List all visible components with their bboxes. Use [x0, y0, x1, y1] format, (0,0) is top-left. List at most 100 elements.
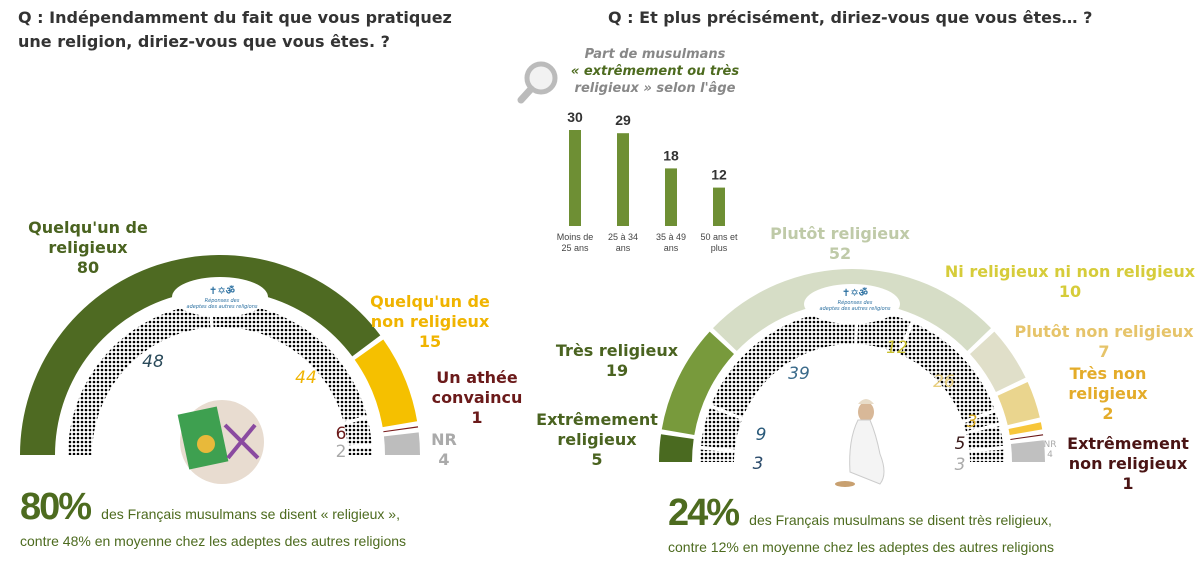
label-text: Plutôt religieux [770, 224, 910, 243]
label-text: Très religieux [555, 341, 679, 360]
label-text: non religieux [1068, 454, 1188, 473]
title-line: religieux » selon l'âge [574, 81, 736, 96]
label-extr-religieux: Extrêmement religieux 5 [536, 410, 658, 470]
bar-category-label: plus [711, 243, 728, 253]
bar-value-label: 12 [711, 167, 727, 183]
inner-value-nr: 3 [954, 455, 966, 475]
summary-percent: 24% [668, 492, 740, 534]
label-value: 2 [1102, 404, 1114, 423]
gauge-segment [659, 434, 694, 462]
bar [569, 130, 581, 226]
bar [665, 168, 677, 226]
question-line: une religion, diriez-vous que vous êtes.… [18, 32, 390, 51]
label-text: NR [1043, 440, 1057, 450]
bar-category-label: ans [664, 243, 679, 253]
label-religieux: Quelqu'un de religieux 80 [28, 218, 148, 278]
label-text: Quelqu'un de [28, 218, 148, 237]
summary-line: contre 12% en moyenne chez les adeptes d… [668, 539, 1055, 555]
summary-percent: 80% [20, 486, 92, 528]
gauge-segment [966, 426, 1004, 450]
inner-value-plutot-non: 26 [933, 372, 955, 392]
gauge-segment [354, 339, 418, 428]
label-value: 7 [1098, 342, 1110, 361]
magnifier-icon [517, 61, 558, 104]
inner-value-ni: 12 [886, 338, 908, 358]
title-line: « extrêmement ou très [570, 64, 740, 79]
label-text: Extrêmement [1067, 434, 1189, 453]
gauge-segment [900, 323, 995, 421]
gauge-segment [963, 412, 999, 432]
label-text: non religieux [370, 312, 490, 331]
label-value: 80 [76, 258, 100, 277]
label-text: Extrêmement [536, 410, 658, 429]
gauge-segment [711, 310, 855, 418]
gauge-segment [700, 407, 742, 450]
bar [617, 133, 629, 226]
label-text: religieux [1068, 384, 1148, 403]
left-question: Q : Indépendamment du fait que vous prat… [18, 6, 452, 54]
inner-value-tres-non: 3 [966, 412, 978, 432]
emblem-background [804, 284, 900, 324]
label-value: 19 [605, 361, 629, 380]
gauge-segment [20, 255, 381, 455]
label-text: Ni religieux ni non religieux [944, 262, 1196, 281]
religion-symbols-icon: ✝✡ॐ [209, 286, 235, 297]
summary-line: des Français musulmans se disent très re… [749, 512, 1052, 528]
right-summary: 24% des Français musulmans se disent trè… [668, 492, 1054, 555]
inner-value-extr-non: 5 [954, 434, 966, 454]
gauge-segment [383, 432, 420, 455]
label-value: 52 [828, 244, 852, 263]
gauge-segment [347, 447, 372, 455]
right-gauge [659, 268, 1045, 462]
label-athee: Un athée convaincu 1 [432, 368, 523, 428]
left-gauge [20, 255, 420, 455]
gauge-segment [68, 303, 211, 455]
inner-value-plutot: 39 [788, 364, 810, 384]
gauge-segment [1010, 440, 1045, 462]
inner-value-religieux: 48 [142, 352, 164, 372]
inner-value-non-religieux: 44 [295, 368, 317, 388]
inner-value-extr: 3 [752, 454, 764, 474]
label-text: religieux [48, 238, 128, 257]
bar-category-label: Moins de [557, 232, 594, 242]
label-text: NR [431, 430, 457, 449]
label-text: Un athée [436, 368, 518, 387]
label-nr: NR 4 [1044, 440, 1057, 460]
summary-line: contre 48% en moyenne chez les adeptes d… [20, 533, 407, 549]
right-emblem: ✝✡ॐ Réponses des adeptes des autres reli… [820, 288, 891, 312]
emblem-text: adeptes des autres religions [186, 304, 258, 310]
emblem-text: adeptes des autres religions [819, 306, 891, 312]
label-value: 1 [471, 408, 483, 427]
bar-value-label: 29 [615, 112, 631, 128]
label-plutot-non-religieux: Plutôt non religieux 7 [1014, 322, 1193, 362]
left-emblem: ✝✡ॐ Réponses des adeptes des autres reli… [187, 286, 258, 310]
gauge-segment [970, 331, 1026, 393]
gauge-segment [1010, 434, 1044, 440]
emblem-text: Réponses des [837, 300, 873, 306]
label-tres-non-religieux: Très non religieux 2 [1068, 364, 1147, 424]
bar-category-label: 35 à 49 [656, 232, 686, 242]
gauge-segment [969, 449, 1004, 462]
label-extr-non-religieux: Extrêmement non religieux 1 [1067, 434, 1189, 494]
label-text: Plutôt non religieux [1014, 322, 1194, 341]
label-text: Très non [1069, 364, 1147, 383]
question-line: Q : Indépendamment du fait que vous prat… [18, 8, 452, 27]
label-text: religieux [557, 430, 637, 449]
bar-chart-title: Part de musulmans « extrêmement ou très … [571, 46, 739, 97]
label-value: 5 [591, 450, 603, 469]
bar [713, 187, 725, 226]
gauge-segment [700, 449, 735, 462]
label-text: convaincu [431, 388, 523, 407]
label-text: Quelqu'un de [370, 292, 490, 311]
gauge-segment [712, 268, 992, 352]
label-value: 4 [438, 450, 450, 469]
bar-category-label: ans [616, 243, 631, 253]
bar-category-label: 25 à 34 [608, 232, 638, 242]
bar-value-label: 18 [663, 147, 679, 163]
bar-value-label: 30 [567, 109, 583, 125]
inner-value-athee: 6 [335, 424, 347, 444]
gauge-segment [344, 419, 372, 446]
label-value: 4 [1047, 450, 1053, 460]
